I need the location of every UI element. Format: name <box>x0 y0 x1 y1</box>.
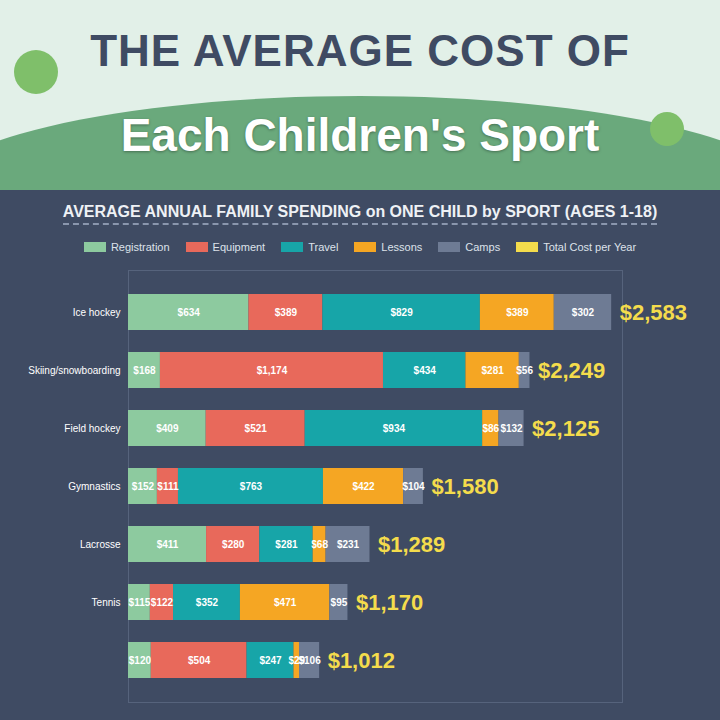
svg-text:$934: $934 <box>383 423 406 434</box>
svg-text:$1,174: $1,174 <box>257 365 288 376</box>
html-text:Equipment: Equipment <box>212 241 266 253</box>
svg-text:$231: $231 <box>337 539 360 550</box>
svg-text:$521: $521 <box>245 423 268 434</box>
html-text:AVERAGE ANNUAL FAMILY SPENDING: AVERAGE ANNUAL FAMILY SPENDING on ONE CH… <box>62 203 658 220</box>
svg-text:Lacrosse: Lacrosse <box>80 539 121 550</box>
svg-text:$1,580: $1,580 <box>431 474 498 499</box>
svg-text:$2,583: $2,583 <box>620 300 687 325</box>
html-text:Travel: Travel <box>308 241 339 253</box>
svg-text:$422: $422 <box>352 481 375 492</box>
html-text:Total Cost per Year: Total Cost per Year <box>543 241 637 253</box>
svg-text:$68: $68 <box>311 539 328 550</box>
html-text:Camps: Camps <box>465 241 501 253</box>
svg-text:$411: $411 <box>157 539 179 550</box>
svg-text:$471: $471 <box>274 597 297 608</box>
html-text:Each Children's Sport: Each Children's Sport <box>120 109 600 161</box>
svg-text:$763: $763 <box>240 481 263 492</box>
svg-text:Gymnastics: Gymnastics <box>68 481 120 492</box>
svg-text:$280: $280 <box>222 539 245 550</box>
svg-text:Ice hockey: Ice hockey <box>73 307 121 318</box>
svg-text:$1,012: $1,012 <box>328 648 395 673</box>
svg-text:Skiing/snowboarding: Skiing/snowboarding <box>28 365 120 376</box>
svg-text:Field hockey: Field hockey <box>64 423 120 434</box>
svg-text:$247: $247 <box>259 655 282 666</box>
svg-text:$2,249: $2,249 <box>538 358 605 383</box>
svg-text:$352: $352 <box>196 597 219 608</box>
svg-text:$829: $829 <box>391 307 414 318</box>
svg-text:$389: $389 <box>506 307 529 318</box>
svg-text:$29: $29 <box>288 654 306 666</box>
svg-text:$281: $281 <box>275 539 298 550</box>
svg-text:$434: $434 <box>414 365 437 376</box>
svg-text:$1,289: $1,289 <box>378 532 445 557</box>
svg-text:$120: $120 <box>129 655 152 666</box>
svg-text:$634: $634 <box>178 307 201 318</box>
svg-text:$95: $95 <box>331 597 348 608</box>
svg-text:Tennis: Tennis <box>92 597 121 608</box>
html-text:THE AVERAGE COST OF: THE AVERAGE COST OF <box>90 26 630 75</box>
svg-text:$504: $504 <box>188 655 211 666</box>
svg-text:$106: $106 <box>298 655 321 666</box>
svg-text:$2,125: $2,125 <box>532 416 599 441</box>
svg-text:$302: $302 <box>572 307 595 318</box>
svg-text:$86: $86 <box>482 423 499 434</box>
svg-text:$56: $56 <box>516 365 533 376</box>
svg-text:$111: $111 <box>157 481 179 492</box>
svg-text:$389: $389 <box>275 307 298 318</box>
svg-text:$104: $104 <box>402 481 425 492</box>
svg-text:$409: $409 <box>156 423 179 434</box>
svg-text:$132: $132 <box>500 423 523 434</box>
svg-text:$122: $122 <box>151 597 174 608</box>
svg-text:$1,170: $1,170 <box>356 590 423 615</box>
svg-text:$281: $281 <box>482 365 505 376</box>
html-text:Lessons: Lessons <box>381 241 423 253</box>
svg-text:$168: $168 <box>133 365 156 376</box>
svg-text:$152: $152 <box>132 481 155 492</box>
svg-text:$115: $115 <box>129 597 151 608</box>
html-text:Registration: Registration <box>110 241 170 253</box>
